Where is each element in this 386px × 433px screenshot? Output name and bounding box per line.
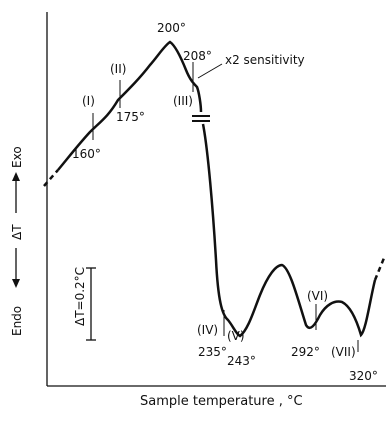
curve-start-dashed xyxy=(43,169,59,187)
dta-curve-main xyxy=(57,40,203,171)
label-scale-bar: ΔT=0.2°C xyxy=(73,267,87,326)
label-temp-208: 208° xyxy=(183,49,212,63)
label-peak-III: (III) xyxy=(173,94,193,108)
label-delta-t: ΔT xyxy=(10,224,24,240)
dta-curve-x2 xyxy=(201,123,377,338)
label-temp-235: 235° xyxy=(198,345,227,359)
label-peak-I: (I) xyxy=(82,94,95,108)
label-sensitivity: x2 sensitivity xyxy=(225,53,305,67)
label-endo: Endo xyxy=(10,306,24,336)
label-peak-VII: (VII) xyxy=(331,345,356,359)
label-temp-175: 175° xyxy=(116,110,145,124)
label-temp-243: 243° xyxy=(227,354,256,368)
label-temp-320: 320° xyxy=(349,369,378,383)
label-peak-IV: (IV) xyxy=(197,323,218,337)
x-axis-label: Sample temperature , °C xyxy=(140,394,303,409)
arrow-up-head xyxy=(12,172,20,181)
label-temp-200: 200° xyxy=(157,21,186,35)
label-temp-292: 292° xyxy=(291,345,320,359)
label-peak-VI: (VI) xyxy=(307,289,328,303)
label-exo: Exo xyxy=(10,146,24,168)
label-peak-V: (V) xyxy=(227,329,245,343)
leader-208 xyxy=(197,63,223,79)
arrow-down-head xyxy=(12,279,20,288)
label-peak-II: (II) xyxy=(110,62,126,76)
curve-end-dashed xyxy=(373,257,386,281)
label-temp-160: 160° xyxy=(72,147,101,161)
